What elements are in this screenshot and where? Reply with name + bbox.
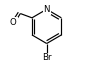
Text: Br: Br bbox=[42, 53, 51, 62]
Text: O: O bbox=[10, 18, 17, 27]
Text: N: N bbox=[43, 5, 50, 14]
